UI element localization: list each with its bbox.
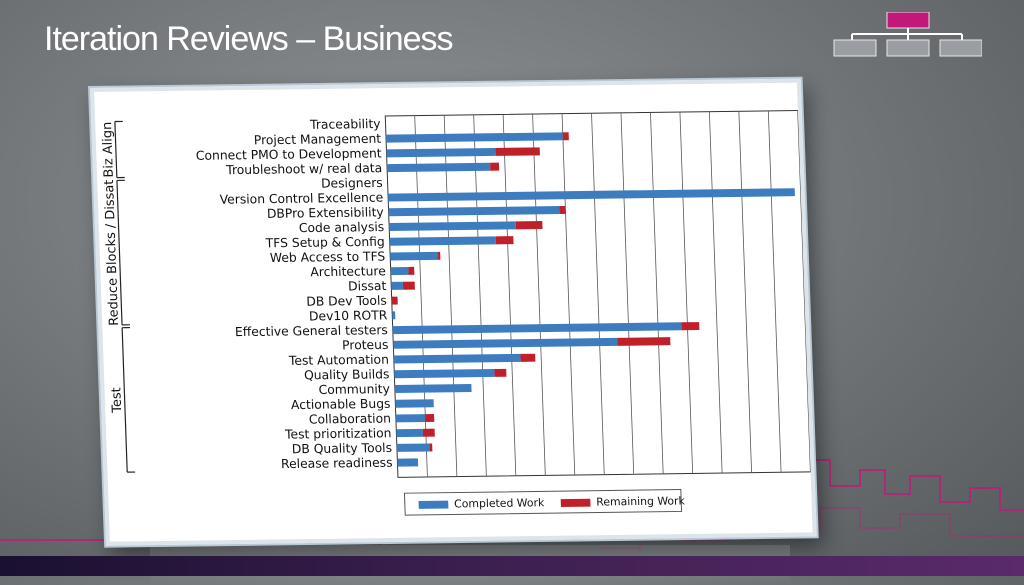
remaining-bar bbox=[681, 322, 699, 330]
remaining-bar bbox=[408, 267, 414, 275]
org-chart-icon bbox=[832, 12, 982, 58]
legend-label-completed: Completed Work bbox=[454, 496, 545, 510]
remaining-bar bbox=[617, 337, 670, 346]
slide-title: Iteration Reviews – Business bbox=[44, 20, 453, 59]
remaining-bar bbox=[563, 132, 569, 140]
category-label: Traceability bbox=[309, 116, 381, 132]
remaining-bar bbox=[559, 206, 565, 214]
category-label: Proteus bbox=[342, 337, 389, 353]
completed-bar bbox=[391, 267, 409, 275]
remaining-bar bbox=[516, 221, 543, 229]
completed-bar bbox=[390, 236, 496, 245]
legend-swatch-completed bbox=[419, 501, 449, 509]
completed-bar bbox=[397, 443, 430, 451]
completed-bar bbox=[386, 148, 495, 157]
group-label: Biz Align bbox=[100, 122, 117, 178]
group-label: Test bbox=[109, 387, 125, 414]
completed-bar bbox=[397, 458, 418, 466]
legend-label-remaining: Remaining Work bbox=[596, 494, 686, 508]
category-label: Code analysis bbox=[299, 219, 385, 235]
completed-bar bbox=[390, 252, 437, 261]
remaining-bar bbox=[425, 414, 434, 422]
remaining-bar bbox=[495, 147, 539, 156]
remaining-bar bbox=[429, 443, 432, 451]
remaining-bar bbox=[392, 297, 398, 305]
remaining-bar bbox=[520, 354, 535, 362]
category-label: Designers bbox=[321, 175, 383, 191]
remaining-bar bbox=[496, 236, 514, 244]
remaining-bar bbox=[403, 282, 415, 290]
category-label: Actionable Bugs bbox=[291, 396, 391, 412]
bottom-bar bbox=[0, 556, 1024, 576]
remaining-bar bbox=[494, 369, 506, 377]
category-label: DB Dev Tools bbox=[306, 293, 387, 309]
category-label: Dev10 ROTR bbox=[309, 307, 388, 323]
completed-bar bbox=[392, 311, 395, 319]
completed-bar bbox=[395, 384, 472, 393]
category-label: Community bbox=[318, 381, 390, 397]
completed-bar bbox=[396, 414, 426, 422]
legend-swatch-remaining bbox=[561, 499, 591, 507]
completed-bar bbox=[389, 221, 516, 231]
completed-bar bbox=[394, 369, 494, 378]
completed-bar bbox=[396, 429, 423, 437]
group-label: Reduce Blocks / Dissat bbox=[102, 180, 122, 326]
remaining-bar bbox=[423, 429, 435, 437]
remaining-bar bbox=[437, 252, 440, 260]
completed-bar bbox=[394, 354, 521, 364]
completed-bar bbox=[395, 399, 434, 407]
category-label: Quality Builds bbox=[304, 366, 390, 382]
completed-bar bbox=[387, 163, 490, 172]
category-label: Release readiness bbox=[281, 455, 393, 472]
remaining-bar bbox=[490, 163, 499, 171]
category-label: Collaboration bbox=[309, 410, 392, 426]
completed-bar bbox=[391, 282, 403, 290]
category-label: Architecture bbox=[310, 263, 386, 279]
category-label: Dissat bbox=[348, 278, 387, 294]
